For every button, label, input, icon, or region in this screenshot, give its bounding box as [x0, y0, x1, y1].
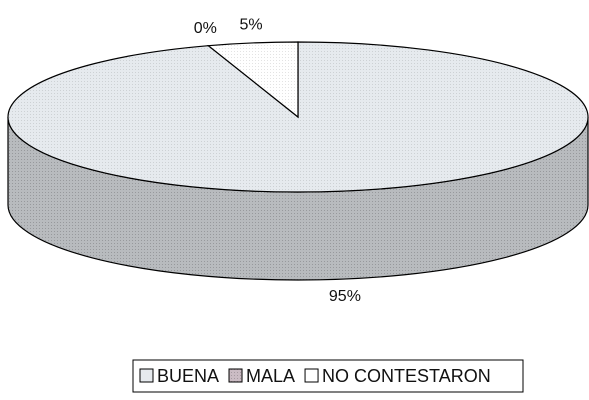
data-label: 95% — [329, 288, 361, 305]
legend-label: MALA — [246, 366, 295, 386]
legend-label: NO CONTESTARON — [322, 366, 491, 386]
data-label: 5% — [240, 16, 263, 33]
legend-swatch — [139, 368, 154, 383]
legend: BUENA MALA NO CONTESTARON — [132, 359, 524, 393]
top-texture — [208, 42, 298, 117]
data-label: 0% — [194, 20, 217, 37]
legend-swatch-texture — [229, 369, 243, 382]
legend-swatch — [304, 368, 319, 383]
side-texture — [8, 117, 588, 280]
slice-top — [206, 41, 299, 119]
legend-box — [132, 359, 524, 393]
legend-label: BUENA — [157, 366, 219, 386]
data-labels: 95% 0% 5% — [194, 16, 361, 305]
pie — [7, 41, 589, 281]
slice-side — [7, 116, 589, 281]
